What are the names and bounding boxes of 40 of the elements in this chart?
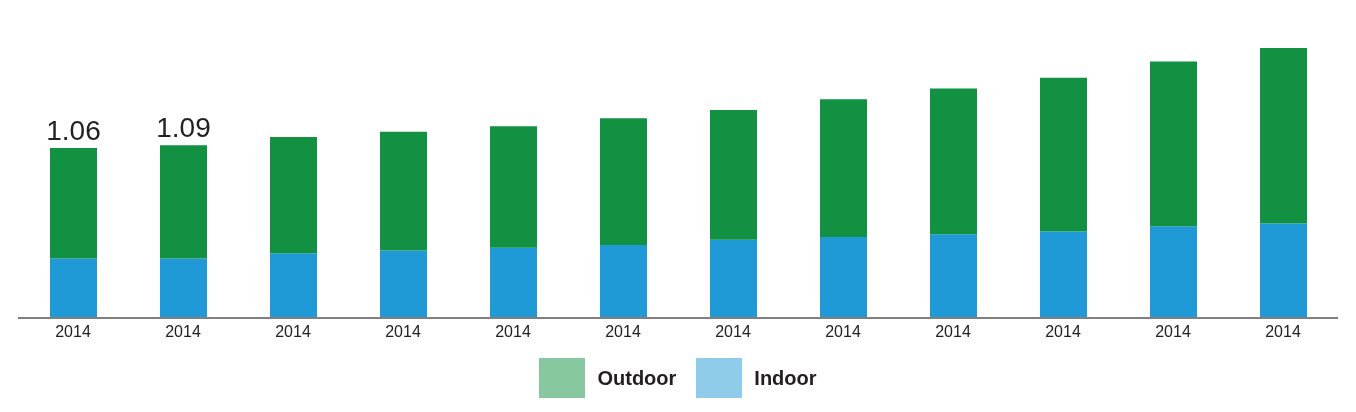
bar <box>1150 61 1197 227</box>
bar <box>600 245 647 318</box>
bar <box>930 234 977 318</box>
bar <box>270 253 317 318</box>
bar <box>820 99 867 237</box>
bar <box>1260 48 1307 224</box>
bar <box>270 137 317 254</box>
bar <box>1260 223 1307 318</box>
legend-label: Outdoor <box>597 366 677 390</box>
bar <box>710 110 757 240</box>
x-tick-label: 2014 <box>605 323 641 341</box>
bar <box>600 118 647 246</box>
x-tick-label: 2014 <box>825 323 861 341</box>
bar <box>1040 231 1087 318</box>
bar <box>1040 77 1087 232</box>
annotation: 1.06 <box>46 114 101 146</box>
x-tick-label: 2014 <box>1155 323 1191 341</box>
x-tick-label: 2014 <box>275 323 311 341</box>
bar <box>50 147 97 259</box>
bar <box>380 250 427 318</box>
x-tick-label: 2014 <box>1045 323 1081 341</box>
bar <box>490 247 537 318</box>
bar <box>930 88 977 235</box>
bar <box>50 258 97 318</box>
x-tick-label: 2014 <box>935 323 971 341</box>
bar <box>1150 226 1197 318</box>
x-tick-label: 2014 <box>495 323 531 341</box>
bar <box>820 237 867 318</box>
legend-label: Indoor <box>754 366 817 390</box>
x-tick-label: 2014 <box>165 323 201 341</box>
bar <box>710 239 757 318</box>
bar <box>160 145 207 259</box>
x-tick-label: 2014 <box>55 323 91 341</box>
x-tick-label: 2014 <box>715 323 751 341</box>
annotation: 1.09 <box>156 112 211 144</box>
bar <box>160 258 207 318</box>
x-tick-label: 2014 <box>385 323 421 341</box>
bar <box>380 131 427 251</box>
bar <box>490 126 537 248</box>
x-tick-label: 2014 <box>1265 323 1301 341</box>
